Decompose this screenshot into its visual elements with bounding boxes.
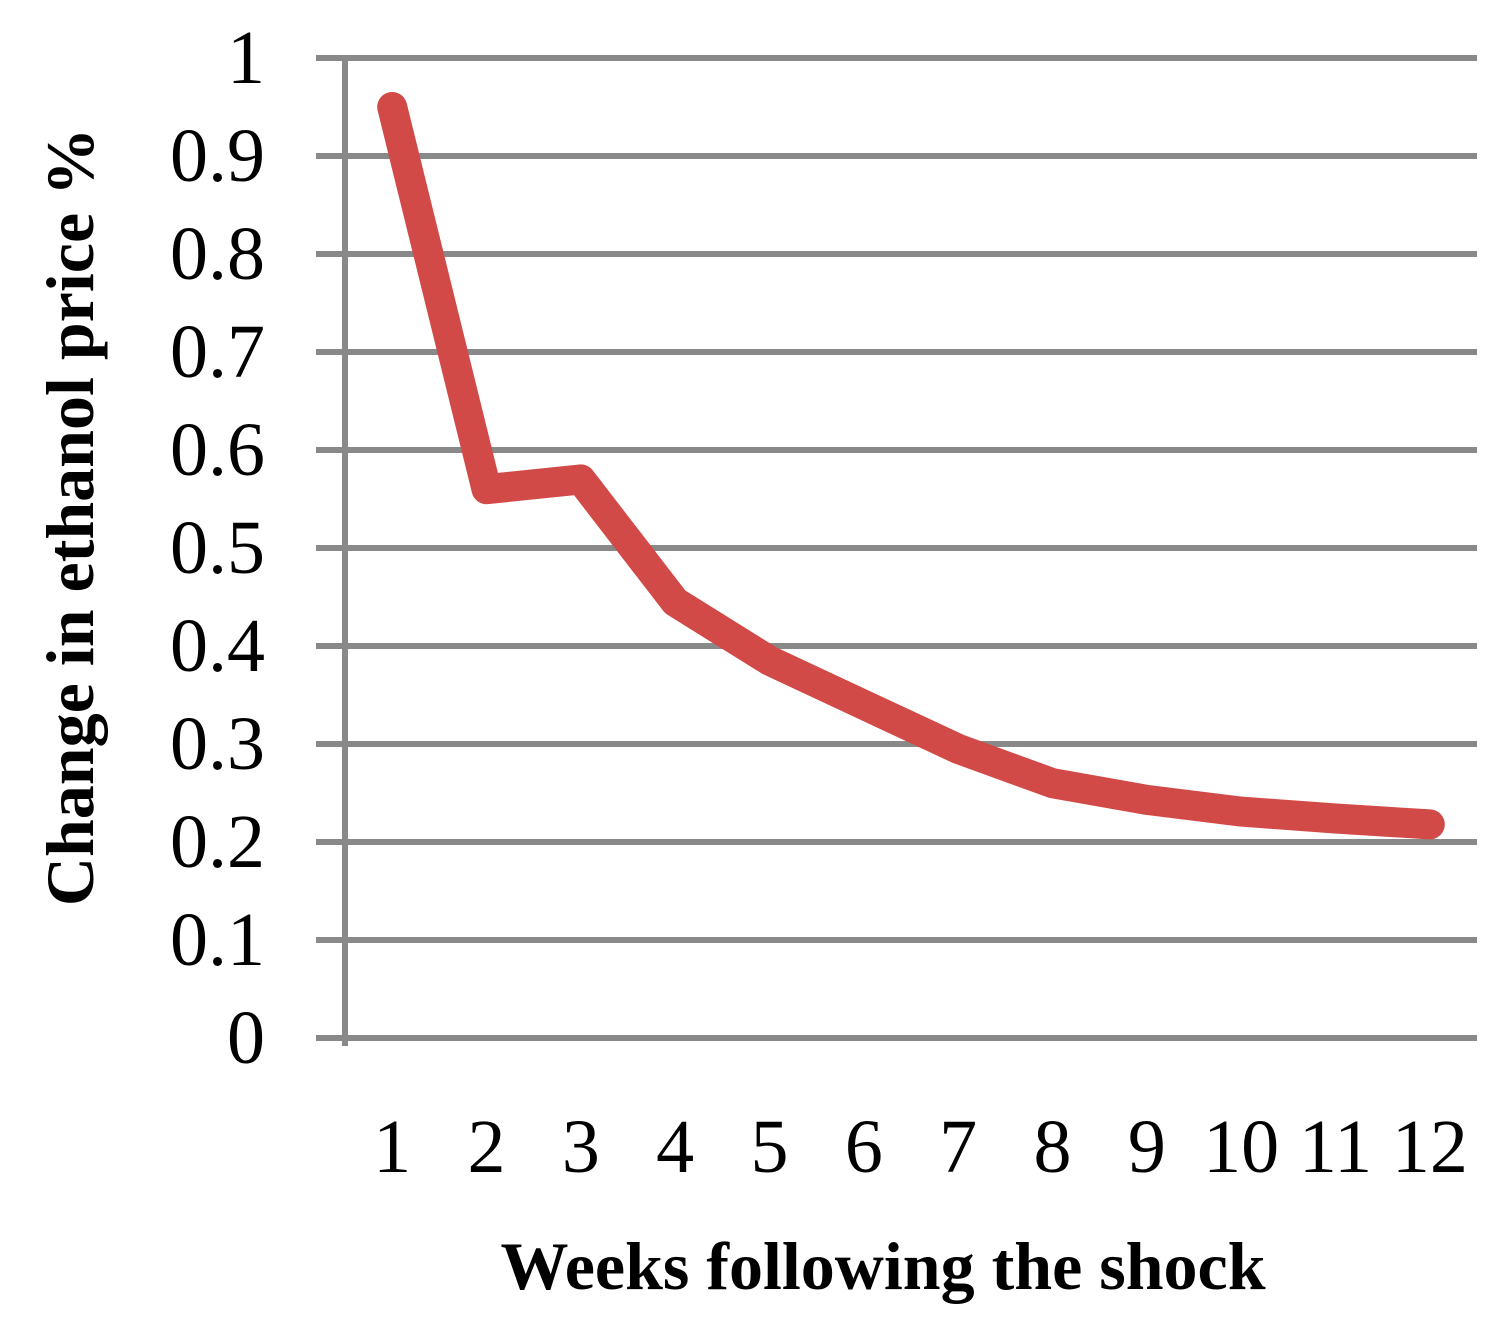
y-tick-label-0: 0 [227,996,265,1080]
x-tick-label-1: 1 [373,1105,411,1189]
y-tick-label-0.6: 0.6 [170,408,265,492]
y-tick-label-0.2: 0.2 [170,800,265,884]
x-tick-label-4: 4 [656,1105,694,1189]
x-tick-label-10: 10 [1203,1105,1279,1189]
y-tick-label-0.1: 0.1 [170,898,265,982]
series-line-change-in-ethanol-price [377,92,1445,840]
y-tick-label-0.4: 0.4 [170,604,265,688]
y-tick-label-0.8: 0.8 [170,212,265,296]
x-tick-label-11: 11 [1299,1105,1372,1189]
x-tick-label-12: 12 [1392,1105,1468,1189]
x-tick-label-9: 9 [1128,1105,1166,1189]
x-tick-label-6: 6 [845,1105,883,1189]
y-tick-label-0.7: 0.7 [170,310,265,394]
x-tick-label-7: 7 [939,1105,977,1189]
x-tick-label-8: 8 [1034,1105,1072,1189]
y-tick-label-0.9: 0.9 [170,114,265,198]
y-tick-label-0.5: 0.5 [170,506,265,590]
y-tick-label-1: 1 [227,16,265,100]
y-tick-label-0.3: 0.3 [170,702,265,786]
x-tick-label-5: 5 [751,1105,789,1189]
x-tick-label-3: 3 [562,1105,600,1189]
x-axis-title: Weeks following the shock [500,1228,1266,1304]
x-tick-label-2: 2 [468,1105,506,1189]
y-axis-title: Change in ethanol price % [32,127,108,907]
